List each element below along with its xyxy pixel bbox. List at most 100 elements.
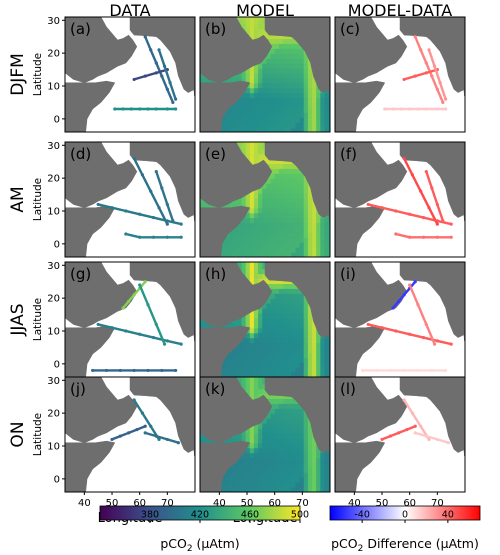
model-cell [328, 367, 330, 373]
model-cell [307, 487, 313, 492]
model-cell [245, 222, 251, 229]
land-mass [200, 262, 273, 328]
model-cell [320, 372, 326, 377]
model-cell [299, 188, 305, 194]
model-cell [324, 457, 330, 464]
model-cell [291, 107, 297, 113]
model-cell [312, 347, 317, 353]
model-cell [278, 122, 284, 128]
model-cell [237, 232, 243, 238]
track-point [121, 107, 125, 111]
model-cell [295, 442, 301, 449]
model-cell [270, 352, 276, 358]
model-cell [287, 242, 292, 248]
latitude-label: Latitude [32, 298, 44, 341]
model-cell [291, 58, 297, 64]
model-cell [253, 107, 259, 113]
model-cell [278, 107, 284, 113]
model-cell [266, 102, 272, 108]
track-point [165, 339, 169, 343]
model-cell [287, 303, 292, 309]
model-cell [320, 357, 326, 363]
model-cell [328, 242, 330, 248]
model-cell [320, 122, 326, 128]
model-cell [307, 322, 313, 329]
track-point [121, 306, 125, 310]
model-cell [291, 202, 297, 209]
model-cell [287, 92, 292, 99]
track-point [127, 431, 131, 435]
model-cell [303, 352, 309, 358]
model-cell [258, 18, 263, 25]
model-cell [274, 482, 280, 488]
model-cell [241, 23, 247, 30]
model-cell [307, 332, 313, 339]
model-cell [287, 357, 292, 363]
model-cell [303, 432, 309, 439]
model-cell [303, 367, 309, 373]
model-cell [220, 247, 226, 253]
model-cell [307, 437, 313, 444]
model-cell [262, 247, 267, 253]
model-cell [270, 367, 276, 373]
model-cell [274, 127, 280, 132]
model-cell [278, 173, 284, 179]
track-point [176, 441, 181, 445]
model-cell [287, 408, 292, 414]
model-cell [245, 92, 251, 99]
model-cell [258, 87, 263, 94]
model-cell [312, 367, 317, 373]
model-cell [249, 122, 255, 128]
model-cell [253, 112, 259, 118]
model-cell [291, 97, 297, 104]
model-cell [266, 227, 272, 233]
model-cell [200, 437, 205, 444]
model-cell [266, 317, 272, 324]
model-cell [324, 337, 330, 344]
model-cell [291, 472, 297, 478]
model-cell [245, 262, 251, 265]
model-cell [258, 148, 263, 155]
model-cell [245, 367, 251, 373]
track-point [179, 342, 183, 346]
model-cell [303, 117, 309, 123]
model-cell [229, 487, 234, 492]
model-cell [303, 242, 309, 248]
model-cell [287, 207, 292, 214]
model-cell [241, 107, 247, 113]
model-cell [278, 462, 284, 468]
model-cell [237, 197, 243, 204]
model-cell [245, 153, 251, 160]
model-cell [291, 168, 297, 174]
model-cell [316, 122, 321, 128]
model-cell [258, 427, 263, 434]
model-cell [324, 237, 330, 243]
model-cell [258, 312, 263, 319]
model-cell [270, 327, 276, 334]
model-cell [282, 207, 288, 214]
model-cell [316, 487, 321, 492]
model-cell [274, 188, 280, 194]
model-cell [299, 222, 305, 229]
track-point [435, 202, 439, 207]
panel-frame [334, 141, 466, 258]
model-cell [307, 127, 313, 132]
model-cell [266, 67, 272, 74]
model-cell [245, 342, 251, 349]
model-cell [266, 53, 272, 59]
model-cell [266, 347, 272, 353]
model-cell [295, 237, 301, 243]
ship-track [144, 431, 179, 444]
track-point [140, 173, 145, 177]
model-cell [253, 362, 259, 368]
model-cell [282, 38, 288, 44]
model-cell [303, 372, 309, 377]
model-cell [220, 252, 226, 257]
model-cell [237, 352, 243, 358]
model-cell [278, 247, 284, 253]
model-cell [291, 403, 297, 409]
y-tick-label: 0 [54, 239, 60, 250]
model-cell [270, 33, 276, 39]
map-panel: (k)40 50 60 70 [199, 376, 331, 509]
x-tick-label: 70 [431, 498, 444, 509]
